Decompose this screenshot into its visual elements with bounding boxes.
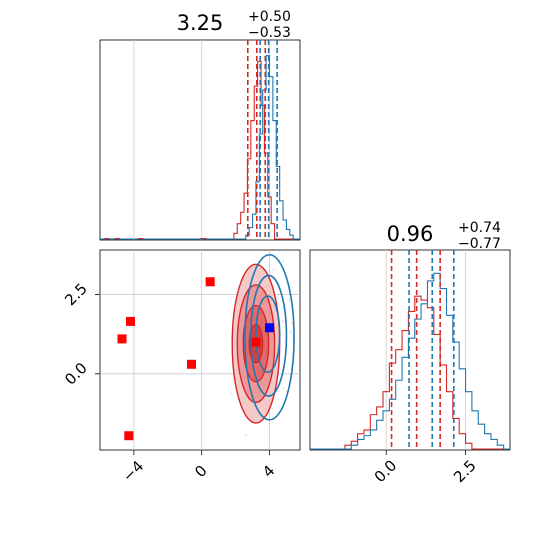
histogram-panel-param1: 3.25 +0.50 −0.53 xyxy=(99,9,301,241)
title-value-param1: 3.25 xyxy=(177,11,224,35)
scatter-point xyxy=(281,320,284,323)
x-tick-label-2: 4 xyxy=(259,462,278,481)
red-marker-2 xyxy=(117,334,127,344)
histogram-step-red xyxy=(310,295,510,450)
red-marker-5 xyxy=(251,337,261,347)
histogram-panel-param2: 0.0 2.5 0.96 +0.74 −0.77 xyxy=(309,220,511,486)
scatter-point xyxy=(281,260,284,263)
red-marker-3 xyxy=(187,359,197,369)
scatter-point xyxy=(289,330,292,333)
title-minus-param1: −0.53 xyxy=(248,25,291,41)
title-minus-param2: −0.77 xyxy=(458,236,501,252)
scatter-point xyxy=(282,387,285,390)
red-marker-1 xyxy=(126,316,136,326)
x-tick-label-0: 0.0 xyxy=(371,456,401,486)
red-marker-0 xyxy=(205,277,215,287)
y-tick-label-1: 2.5 xyxy=(61,280,91,310)
scatter-point xyxy=(276,296,279,299)
title-plus-param1: +0.50 xyxy=(248,9,291,25)
title-value-param2: 0.96 xyxy=(387,222,434,246)
scatter-point xyxy=(230,392,233,395)
x-tick-label-0: −4 xyxy=(119,457,147,485)
blue-contour-1 xyxy=(250,274,288,397)
x-tick-label-1: 2.5 xyxy=(450,456,480,486)
histogram-step-blue xyxy=(310,272,510,450)
scatter-point xyxy=(271,407,273,410)
scatter-point xyxy=(290,322,293,325)
scatter-point xyxy=(272,268,275,271)
title-plus-param2: +0.74 xyxy=(458,220,501,236)
x-tick-label-1: 0 xyxy=(191,462,210,481)
joint-contour-panel: −4 0 4 0.0 2.5 xyxy=(61,249,301,485)
scatter-point xyxy=(288,298,291,301)
histogram-step-blue xyxy=(100,55,300,240)
y-tick-label-0: 0.0 xyxy=(61,359,91,389)
red-marker-4 xyxy=(124,431,134,441)
scatter-point xyxy=(267,413,270,416)
scatter-point xyxy=(244,433,247,436)
blue-contour-0 xyxy=(244,253,295,421)
blue-contour-2 xyxy=(255,295,281,374)
histogram-step-red xyxy=(100,60,300,240)
blue-marker-0 xyxy=(264,323,274,333)
